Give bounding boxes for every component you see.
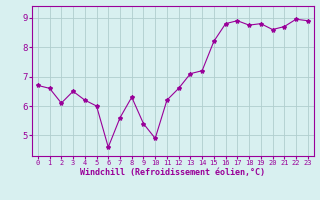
X-axis label: Windchill (Refroidissement éolien,°C): Windchill (Refroidissement éolien,°C) [80, 168, 265, 177]
